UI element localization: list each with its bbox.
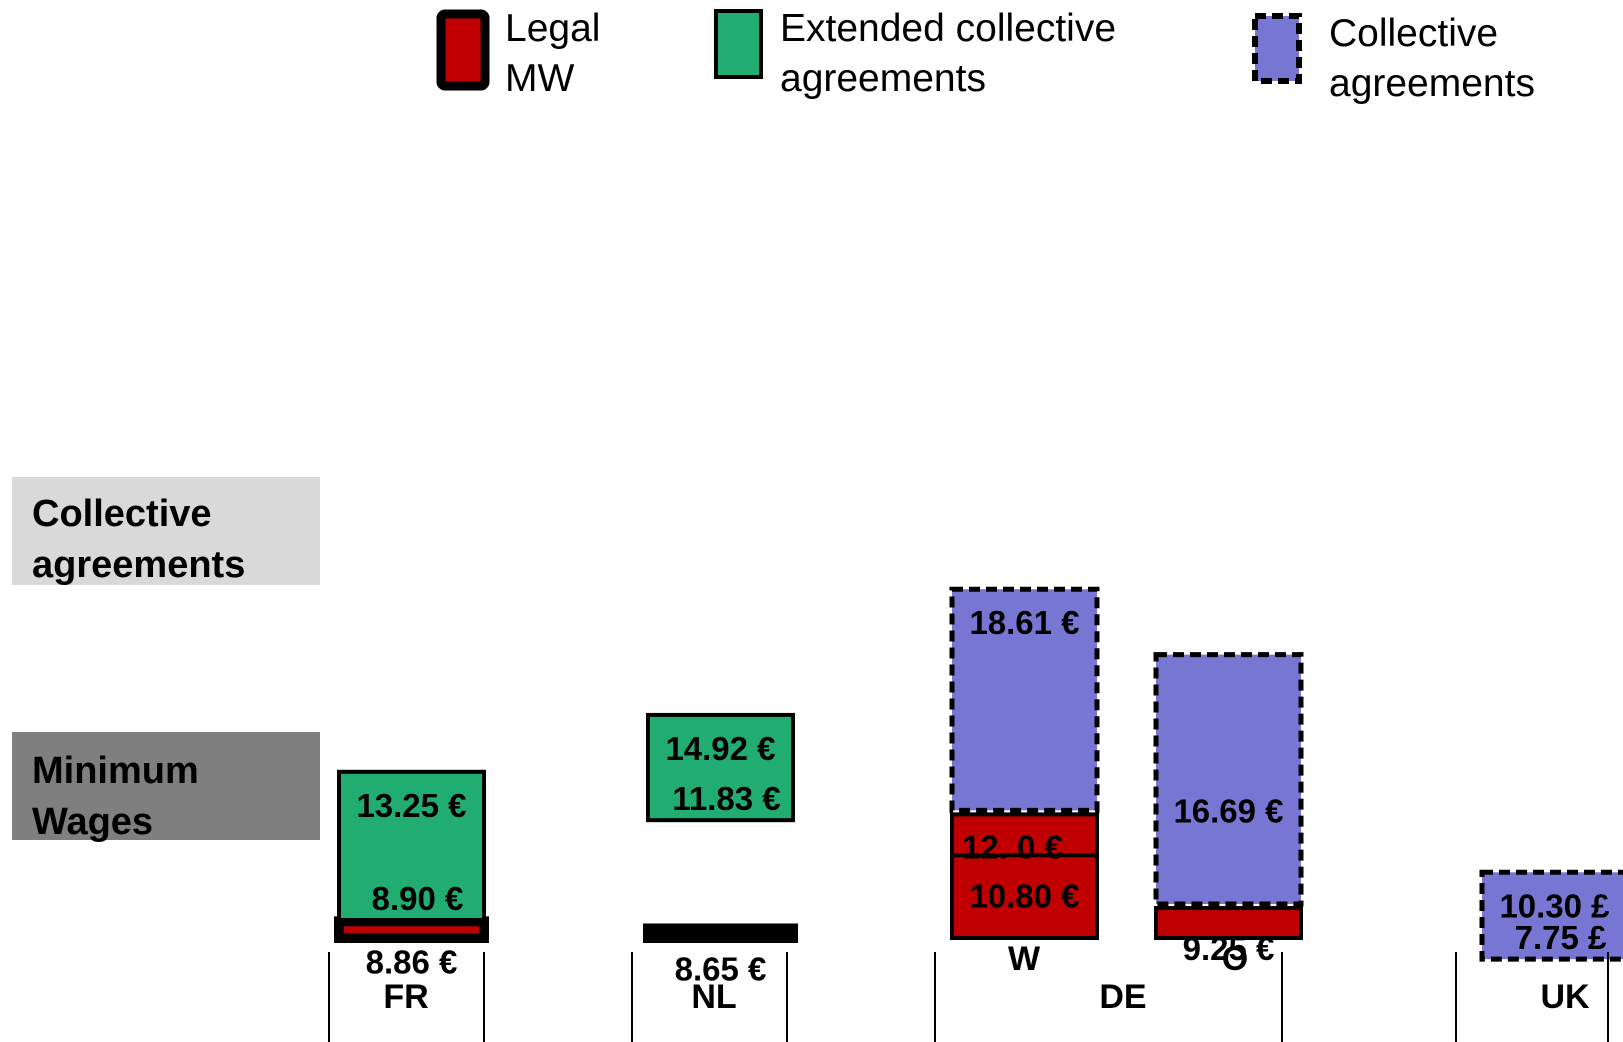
side-label-minimum-2: Wages [32,801,153,843]
legend-swatch-legal-mw [436,9,490,91]
category-axis: FR NL DE UK W O [328,940,1609,1042]
bar-collective-de-w [949,586,1100,813]
label-range-high-uk: 10.30 £ [1499,887,1610,924]
side-label-collective-1: Collective [32,493,212,535]
axis-category-fr: FR [383,978,428,1016]
label-range-high-nl: 14.92 € [665,730,775,767]
label-legal-mw-nl: 8.65 € [675,950,767,987]
bar-extended-collective-fr [337,769,486,922]
axis-subcategory-de-o: O [1222,940,1248,978]
side-label-collective-2: agreements [32,544,245,586]
legend-swatch-extended-collective [714,9,763,79]
label-range-high-de-o: 16.69 € [1173,793,1283,830]
axis-category-uk: UK [1540,978,1590,1016]
bar-legal-mw-fr [334,916,489,944]
legend: Legal MW Extended collective agreements Coll… [436,7,1535,105]
bars [334,586,1623,962]
side-label-minimum-bg [12,732,320,840]
label-legal-mw-de-o: 9.25 € [1183,930,1275,967]
label-legal-mw-de-w: 10.80 € [969,877,1079,914]
label-legal-mw-upper-de-w: 12. 0 € [962,828,1063,865]
bar-legal-mw-nl [643,923,798,944]
label-range-low-fr: 8.90 € [372,880,464,917]
side-label-minimum-1: Minimum [32,750,199,792]
axis-category-de: DE [1099,978,1146,1016]
legend-label-legal-mw-1: Legal [505,7,600,50]
legend-label-extended-collective-2: agreements [780,57,986,100]
legend-label-collective-1: Collective [1329,12,1498,55]
legend-label-collective-2: agreements [1329,62,1535,105]
label-legal-mw-fr: 8.86 € [366,943,458,980]
label-range-low-nl: 11.83 € [672,780,780,817]
bar-collective-de-o [1153,652,1304,907]
legend-swatch-collective [1252,13,1302,84]
side-labels: Collective agreements Minimum Wages [12,477,320,843]
legend-label-legal-mw-2: MW [505,57,574,100]
side-label-collective-bg [12,477,320,585]
bar-collective-uk [1479,869,1623,962]
label-range-high-fr: 13.25 € [356,787,466,824]
label-range-low-uk: 7.75 £ [1515,919,1607,956]
bar-extended-collective-nl [646,712,795,823]
bar-legal-mw-de-o [1154,906,1303,940]
legend-label-extended-collective-1: Extended collective [780,7,1116,50]
axis-category-nl: NL [691,978,736,1016]
label-range-high-de-w: 18.61 € [969,604,1079,641]
axis-subcategory-de-w: W [1008,940,1041,978]
bar-legal-mw-de-w [950,812,1099,941]
value-labels: 8.86 € 13.25 € 8.90 € 8.65 € 14.92 € 11.83 € 1… [356,604,1610,987]
